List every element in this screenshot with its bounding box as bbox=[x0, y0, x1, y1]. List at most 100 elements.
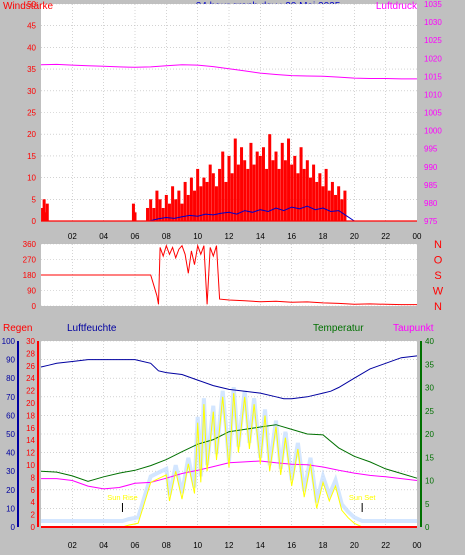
wind-right-label: Luftdruck bbox=[376, 1, 418, 12]
rain-tick: 16 bbox=[26, 424, 35, 433]
rain-tick: 20 bbox=[26, 399, 35, 408]
wind-gust-bar bbox=[152, 207, 156, 221]
x-tick-wind: 04 bbox=[99, 232, 108, 241]
wind-gust-bar bbox=[161, 207, 165, 221]
x-tick-wind: 00 bbox=[413, 232, 422, 241]
wind-gust-bar bbox=[321, 186, 325, 221]
wind-gust-bar bbox=[44, 212, 48, 221]
wind-left-tick: 5 bbox=[32, 195, 37, 204]
direction-left-tick: 270 bbox=[23, 256, 37, 265]
wind-gust-bar bbox=[240, 147, 244, 221]
wind-gust-bar bbox=[312, 164, 316, 221]
temperature-tick: 35 bbox=[425, 360, 434, 369]
rain-tick: 24 bbox=[26, 374, 35, 383]
wind-gust-bar bbox=[177, 190, 181, 221]
x-tick-climate: 10 bbox=[193, 541, 202, 550]
rain-tick: 30 bbox=[26, 337, 35, 346]
temperature-tick: 0 bbox=[425, 523, 430, 532]
wind-left-tick: 50 bbox=[27, 0, 36, 9]
wind-gust-bar bbox=[218, 168, 222, 221]
pressure-right-tick: 1005 bbox=[424, 109, 442, 118]
humidity-tick: 80 bbox=[6, 374, 15, 383]
temperature-axis-bar bbox=[420, 341, 422, 527]
x-tick-wind: 10 bbox=[193, 232, 202, 241]
wind-gust-bar bbox=[42, 199, 46, 221]
wind-gust-bar bbox=[202, 177, 206, 221]
x-tick-wind: 20 bbox=[350, 232, 359, 241]
wind-left-tick: 0 bbox=[32, 217, 37, 226]
wind-left-label: Windstärke bbox=[3, 1, 53, 12]
wind-gust-bar bbox=[221, 151, 225, 221]
wind-gust-bar bbox=[265, 168, 269, 221]
wind-gust-bar bbox=[299, 147, 303, 221]
wind-gust-bar bbox=[290, 164, 294, 221]
wind-gust-bar bbox=[283, 160, 287, 221]
rain-tick: 28 bbox=[26, 349, 35, 358]
humidity-tick: 40 bbox=[6, 449, 15, 458]
pressure-right-tick: 995 bbox=[424, 145, 438, 154]
wind-gust-bar bbox=[149, 199, 153, 221]
humidity-tick: 100 bbox=[2, 337, 16, 346]
x-tick-climate: 12 bbox=[225, 541, 234, 550]
pressure-right-tick: 975 bbox=[424, 217, 438, 226]
rain-tick: 4 bbox=[31, 498, 36, 507]
wind-left-tick: 10 bbox=[27, 174, 36, 183]
x-tick-climate: 22 bbox=[381, 541, 390, 550]
humidity-tick: 30 bbox=[6, 467, 15, 476]
rain-tick: 2 bbox=[31, 511, 36, 520]
x-tick-climate: 14 bbox=[256, 541, 265, 550]
rain-tick: 12 bbox=[26, 449, 35, 458]
rain-tick: 14 bbox=[26, 436, 35, 445]
rain-tick: 26 bbox=[26, 362, 35, 371]
humidity-tick: 20 bbox=[6, 486, 15, 495]
wind-gust-bar bbox=[249, 142, 253, 221]
rain-tick: 10 bbox=[26, 461, 35, 470]
x-tick-climate: 06 bbox=[131, 541, 140, 550]
humidity-tick: 10 bbox=[6, 504, 15, 513]
rain-label: Regen bbox=[3, 323, 32, 334]
wind-gust-bar bbox=[302, 168, 306, 221]
wind-gust-bar bbox=[41, 207, 45, 221]
wind-left-tick: 30 bbox=[27, 87, 36, 96]
x-tick-wind: 06 bbox=[131, 232, 140, 241]
direction-left-tick: 360 bbox=[23, 240, 37, 249]
wind-gust-bar bbox=[183, 181, 187, 221]
wind-gust-bar bbox=[337, 186, 341, 221]
wind-left-tick: 40 bbox=[27, 43, 36, 52]
x-tick-wind: 08 bbox=[162, 232, 171, 241]
wind-gust-bar bbox=[246, 168, 250, 221]
sun-set-label: Sun Set bbox=[349, 493, 377, 502]
pressure-line bbox=[40, 63, 417, 80]
x-tick-wind: 12 bbox=[225, 232, 234, 241]
wind-left-tick: 45 bbox=[27, 22, 36, 31]
wind-gust-bar bbox=[261, 147, 265, 221]
wind-gust-bar bbox=[227, 155, 231, 221]
wind-gust-bar bbox=[167, 203, 171, 221]
rain-tick: 0 bbox=[31, 523, 36, 532]
wind-gust-bar bbox=[343, 190, 347, 221]
wind-direction-line bbox=[41, 243, 417, 306]
direction-compass-label: S bbox=[434, 270, 441, 282]
wind-gust-bar bbox=[45, 203, 49, 221]
wind-gust-bar bbox=[180, 203, 184, 221]
wind-gust-bar bbox=[236, 164, 240, 221]
pressure-right-tick: 980 bbox=[424, 199, 438, 208]
wind-gust-bar bbox=[230, 173, 234, 221]
humidity-line bbox=[40, 355, 418, 400]
temperature-tick: 15 bbox=[425, 453, 434, 462]
pressure-right-tick: 1025 bbox=[424, 36, 442, 45]
rain-axis-bar bbox=[37, 341, 39, 527]
x-tick-wind: 16 bbox=[287, 232, 296, 241]
wind-gust-bar bbox=[277, 168, 281, 221]
x-tick-climate: 02 bbox=[68, 541, 77, 550]
wind-gust-bar bbox=[211, 173, 215, 221]
x-tick-climate: 00 bbox=[413, 541, 422, 550]
x-tick-wind: 22 bbox=[381, 232, 390, 241]
direction-compass-label: O bbox=[434, 255, 443, 267]
pressure-right-tick: 1000 bbox=[424, 127, 442, 136]
wind-gust-bar bbox=[340, 199, 344, 221]
wind-gust-bar bbox=[258, 155, 262, 221]
x-tick-climate: 04 bbox=[99, 541, 108, 550]
temperature-tick: 10 bbox=[425, 477, 434, 486]
